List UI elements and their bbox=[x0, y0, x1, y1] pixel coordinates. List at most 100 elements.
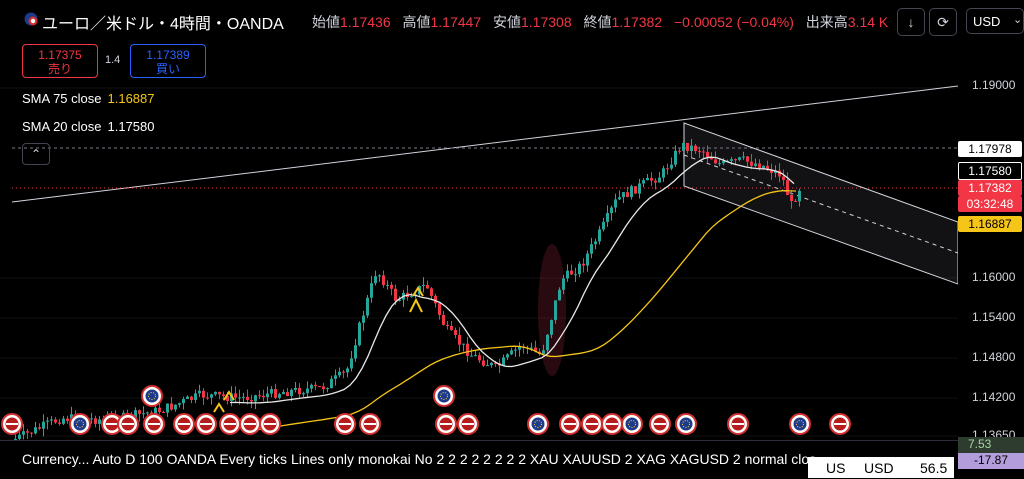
candle bbox=[330, 378, 333, 389]
buy-marker-icon bbox=[409, 297, 423, 313]
candle bbox=[742, 156, 745, 158]
candle bbox=[366, 297, 369, 316]
event-flag bbox=[531, 417, 545, 431]
candle bbox=[594, 241, 597, 245]
change-value: −0.00052 (−0.04%) bbox=[674, 14, 794, 30]
candle bbox=[462, 343, 465, 345]
candle bbox=[350, 358, 353, 369]
candle bbox=[142, 413, 145, 415]
candle bbox=[626, 192, 629, 198]
candle bbox=[258, 395, 261, 397]
trendline[interactable] bbox=[11, 85, 958, 203]
candle bbox=[706, 152, 709, 158]
candle bbox=[182, 399, 185, 404]
candle bbox=[58, 422, 61, 424]
candle bbox=[18, 434, 21, 439]
event-flag bbox=[625, 417, 639, 431]
candle bbox=[38, 427, 41, 429]
candle bbox=[278, 394, 281, 398]
candle bbox=[478, 355, 481, 361]
high-label: 高値 bbox=[402, 14, 431, 30]
candle bbox=[666, 168, 669, 170]
economic-events[interactable] bbox=[1, 385, 851, 435]
flag-stars bbox=[628, 420, 636, 428]
volume-label: 出来高 bbox=[805, 14, 848, 30]
candle bbox=[482, 360, 485, 366]
chart-header: ユーロ／米ドル・4時間・OANDA 始値1.17436 高値1.17447 安値… bbox=[0, 0, 1024, 42]
candle bbox=[570, 270, 573, 275]
candle bbox=[246, 396, 249, 400]
sma20-line bbox=[229, 156, 795, 404]
buy-button[interactable]: 1.17389 買い bbox=[130, 44, 206, 78]
candle bbox=[434, 295, 437, 304]
candle bbox=[534, 347, 537, 352]
candle bbox=[346, 368, 349, 373]
sma20-legend[interactable]: SMA 20 close 1.17580 bbox=[22, 119, 155, 134]
open-label: 始値 bbox=[312, 14, 340, 30]
candle bbox=[438, 303, 441, 315]
candle bbox=[790, 195, 793, 201]
candle bbox=[390, 284, 393, 289]
candle bbox=[138, 410, 141, 414]
volume-value: 3.14 K bbox=[847, 14, 889, 30]
candle bbox=[318, 386, 321, 388]
chevron-down-icon: ⌄ bbox=[1013, 14, 1023, 26]
event-flag bbox=[145, 389, 159, 403]
last-price-label: 1.17382 bbox=[958, 180, 1022, 196]
candle bbox=[774, 170, 777, 173]
candle bbox=[738, 157, 741, 160]
candle bbox=[270, 389, 273, 394]
sell-price: 1.17375 bbox=[38, 48, 82, 62]
candle bbox=[422, 284, 425, 286]
candle bbox=[582, 263, 585, 266]
sma75-legend[interactable]: SMA 75 close 1.16887 bbox=[22, 91, 155, 106]
symbol-title[interactable]: ユーロ／米ドル・4時間・OANDA bbox=[42, 16, 284, 33]
candle bbox=[718, 163, 721, 165]
candle bbox=[722, 160, 725, 164]
candle bbox=[338, 371, 341, 376]
candle bbox=[734, 159, 737, 161]
candle bbox=[658, 177, 661, 183]
replay-icon[interactable]: ⟳ bbox=[929, 8, 957, 36]
currency-select[interactable]: USD ⌄ bbox=[966, 8, 1024, 34]
candle bbox=[590, 244, 593, 254]
flag-stripe bbox=[564, 423, 576, 425]
candle bbox=[154, 407, 157, 416]
candle bbox=[574, 274, 577, 276]
flag-stars bbox=[440, 392, 448, 400]
candle bbox=[166, 403, 169, 413]
eurusd-flag-icon bbox=[24, 12, 38, 26]
candle bbox=[398, 299, 401, 301]
candlesticks bbox=[14, 139, 801, 440]
price-tick: 1.15400 bbox=[972, 310, 1016, 324]
collapse-legend-button[interactable]: ⌃ bbox=[22, 143, 50, 165]
price-tick: 1.19000 bbox=[972, 78, 1016, 92]
low-label: 安値 bbox=[493, 14, 521, 30]
candle bbox=[514, 349, 517, 351]
candle bbox=[654, 180, 657, 183]
flag-stars bbox=[534, 420, 542, 428]
candle bbox=[226, 396, 229, 402]
sell-button[interactable]: 1.17375 売り bbox=[22, 44, 98, 78]
price-chart[interactable] bbox=[0, 0, 958, 440]
flag-stripe bbox=[364, 423, 376, 425]
candle bbox=[622, 192, 625, 198]
flag-stars bbox=[796, 420, 804, 428]
price-axis[interactable]: 1.19000 1.16000 1.15400 1.14800 1.14200 … bbox=[958, 42, 1024, 442]
flag-stars bbox=[148, 392, 156, 400]
arrow-down-icon[interactable]: ↓ bbox=[897, 8, 925, 36]
candle bbox=[178, 403, 181, 405]
flag-stripe bbox=[122, 423, 134, 425]
candle bbox=[62, 418, 65, 424]
candle bbox=[470, 355, 473, 357]
usd-strength-box: US USD 56.5 bbox=[808, 457, 954, 478]
candle bbox=[282, 392, 285, 395]
candle bbox=[446, 324, 449, 327]
price-tick: 1.14200 bbox=[972, 390, 1016, 404]
candle bbox=[262, 395, 265, 398]
indicator-settings-text[interactable]: Currency... Auto D 100 OANDA Every ticks… bbox=[22, 451, 817, 467]
candle bbox=[494, 362, 497, 364]
candle bbox=[766, 165, 769, 170]
candle bbox=[554, 300, 557, 321]
